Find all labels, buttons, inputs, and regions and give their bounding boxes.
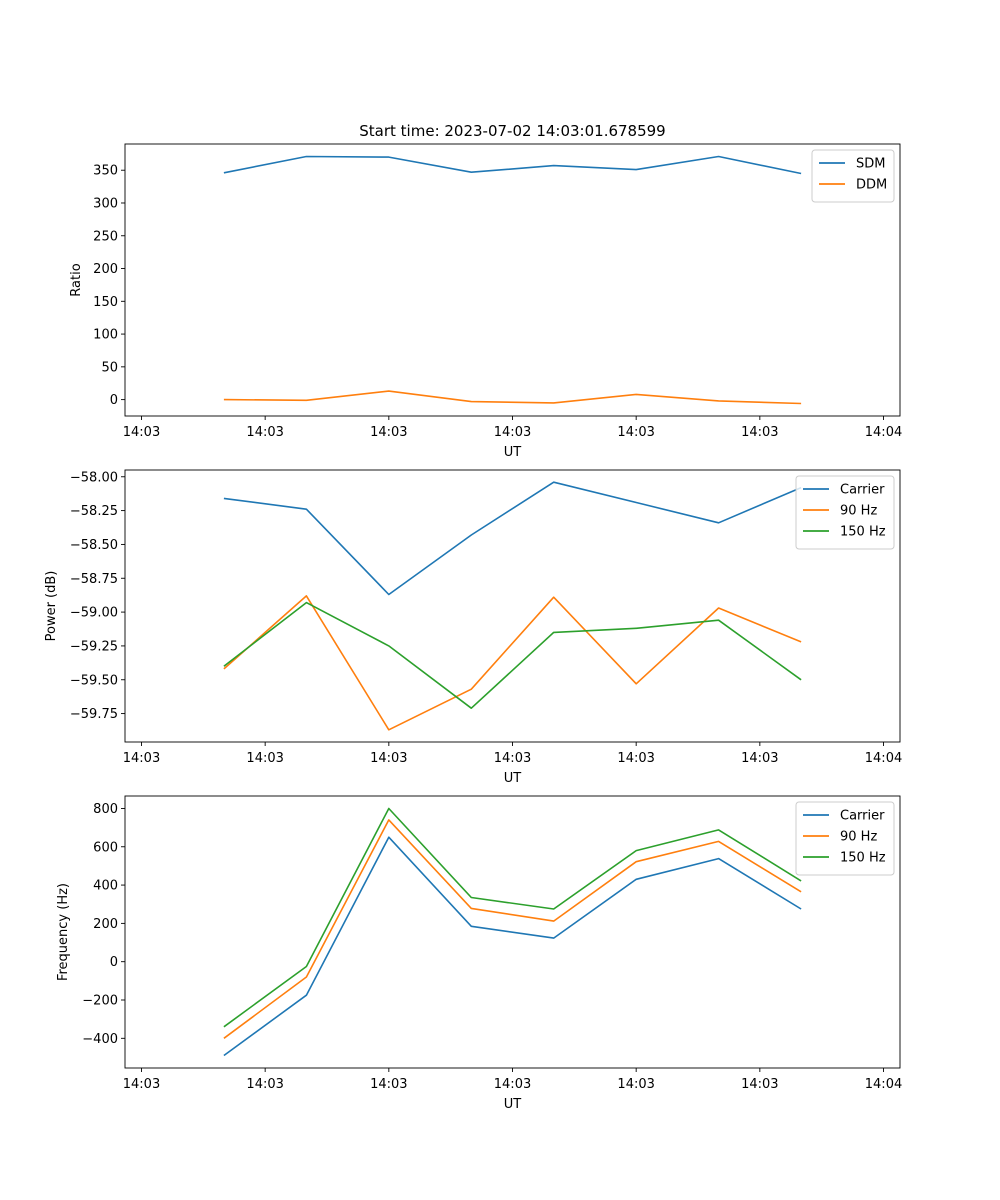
x-tick-label: 14:03 [741,1077,778,1092]
x-axis-label: UT [504,445,522,460]
y-tick-label: 250 [93,229,118,244]
x-tick-label: 14:03 [370,1077,407,1092]
series-line-carrier [223,836,802,1057]
y-tick-label: −58.25 [70,504,118,519]
y-tick-label: −59.25 [70,639,118,654]
chart-title: Start time: 2023-07-02 14:03:01.678599 [359,122,665,140]
axes-frame [124,143,901,417]
y-tick-label: −58.75 [70,572,118,587]
series-line-ddm [223,390,802,405]
legend-label: 90 Hz [840,830,877,845]
axes-frame [124,795,901,1069]
x-tick-label: 14:04 [865,1077,902,1092]
legend-label: SDM [856,157,885,172]
series-line-90-hz [223,819,802,1039]
x-tick-label: 14:03 [246,751,283,766]
legend: SDM DDM [811,149,895,203]
y-tick-label: 800 [93,802,118,817]
y-tick-label: −58.50 [70,538,118,553]
legend-label: Carrier [840,809,885,824]
y-tick-label: 350 [93,164,118,179]
y-tick-label: −59.75 [70,707,118,722]
axes-frame [124,469,901,743]
legend: Carrier 90 Hz 150 Hz [795,801,895,876]
y-tick-label: 50 [101,360,118,375]
chart-2: 14:03 14:03 14:03 14:03 14:03 14:03 14:04 UT −59… [44,470,902,786]
x-tick-label: 14:03 [617,1077,654,1092]
y-tick-label: −58.00 [70,470,118,485]
x-axis-label: UT [504,1097,522,1112]
y-tick-label: 400 [93,879,118,894]
series-line-90-hz [223,595,802,731]
series-line-150-hz [223,601,802,710]
y-tick-label: 200 [93,262,118,277]
x-tick-label: 14:03 [246,425,283,440]
x-tick-label: 14:03 [123,1077,160,1092]
y-tick-label: 150 [93,295,118,310]
series-line-sdm [223,155,802,175]
series-line-carrier [223,481,802,596]
y-tick-label: −400 [82,1032,118,1047]
x-tick-label: 14:03 [741,425,778,440]
x-tick-label: 14:03 [617,751,654,766]
legend-label: 90 Hz [840,504,877,519]
x-tick-label: 14:03 [494,1077,531,1092]
x-tick-label: 14:04 [865,425,902,440]
y-tick-label: 100 [93,328,118,343]
x-tick-label: 14:03 [741,751,778,766]
x-tick-label: 14:03 [246,1077,283,1092]
x-tick-label: 14:03 [494,751,531,766]
chart-1: Start time: 2023-07-02 14:03:01.678599 14… [69,122,902,460]
x-tick-label: 14:03 [370,751,407,766]
x-tick-label: 14:03 [123,751,160,766]
y-tick-label: 0 [110,955,118,970]
legend-label: 150 Hz [840,851,886,866]
x-tick-label: 14:03 [494,425,531,440]
y-tick-label: 600 [93,840,118,855]
x-tick-label: 14:03 [370,425,407,440]
series-line-150-hz [223,807,802,1028]
y-axis-label: Power (dB) [44,571,59,642]
x-tick-label: 14:03 [617,425,654,440]
y-tick-label: −59.00 [70,606,118,621]
x-tick-label: 14:04 [865,751,902,766]
x-axis-label: UT [504,771,522,786]
y-tick-label: 0 [110,393,118,408]
y-tick-label: 300 [93,196,118,211]
y-axis-label: Frequency (Hz) [56,883,71,981]
y-axis-label: Ratio [69,263,84,296]
y-tick-label: −59.50 [70,673,118,688]
legend: Carrier 90 Hz 150 Hz [795,475,895,550]
chart-3: 14:03 14:03 14:03 14:03 14:03 14:03 14:04 UT −40… [56,801,902,1112]
legend-label: DDM [856,178,887,193]
x-tick-label: 14:03 [123,425,160,440]
legend-label: Carrier [840,483,885,498]
legend-label: 150 Hz [840,525,886,540]
y-tick-label: 200 [93,917,118,932]
y-tick-label: −200 [82,994,118,1009]
